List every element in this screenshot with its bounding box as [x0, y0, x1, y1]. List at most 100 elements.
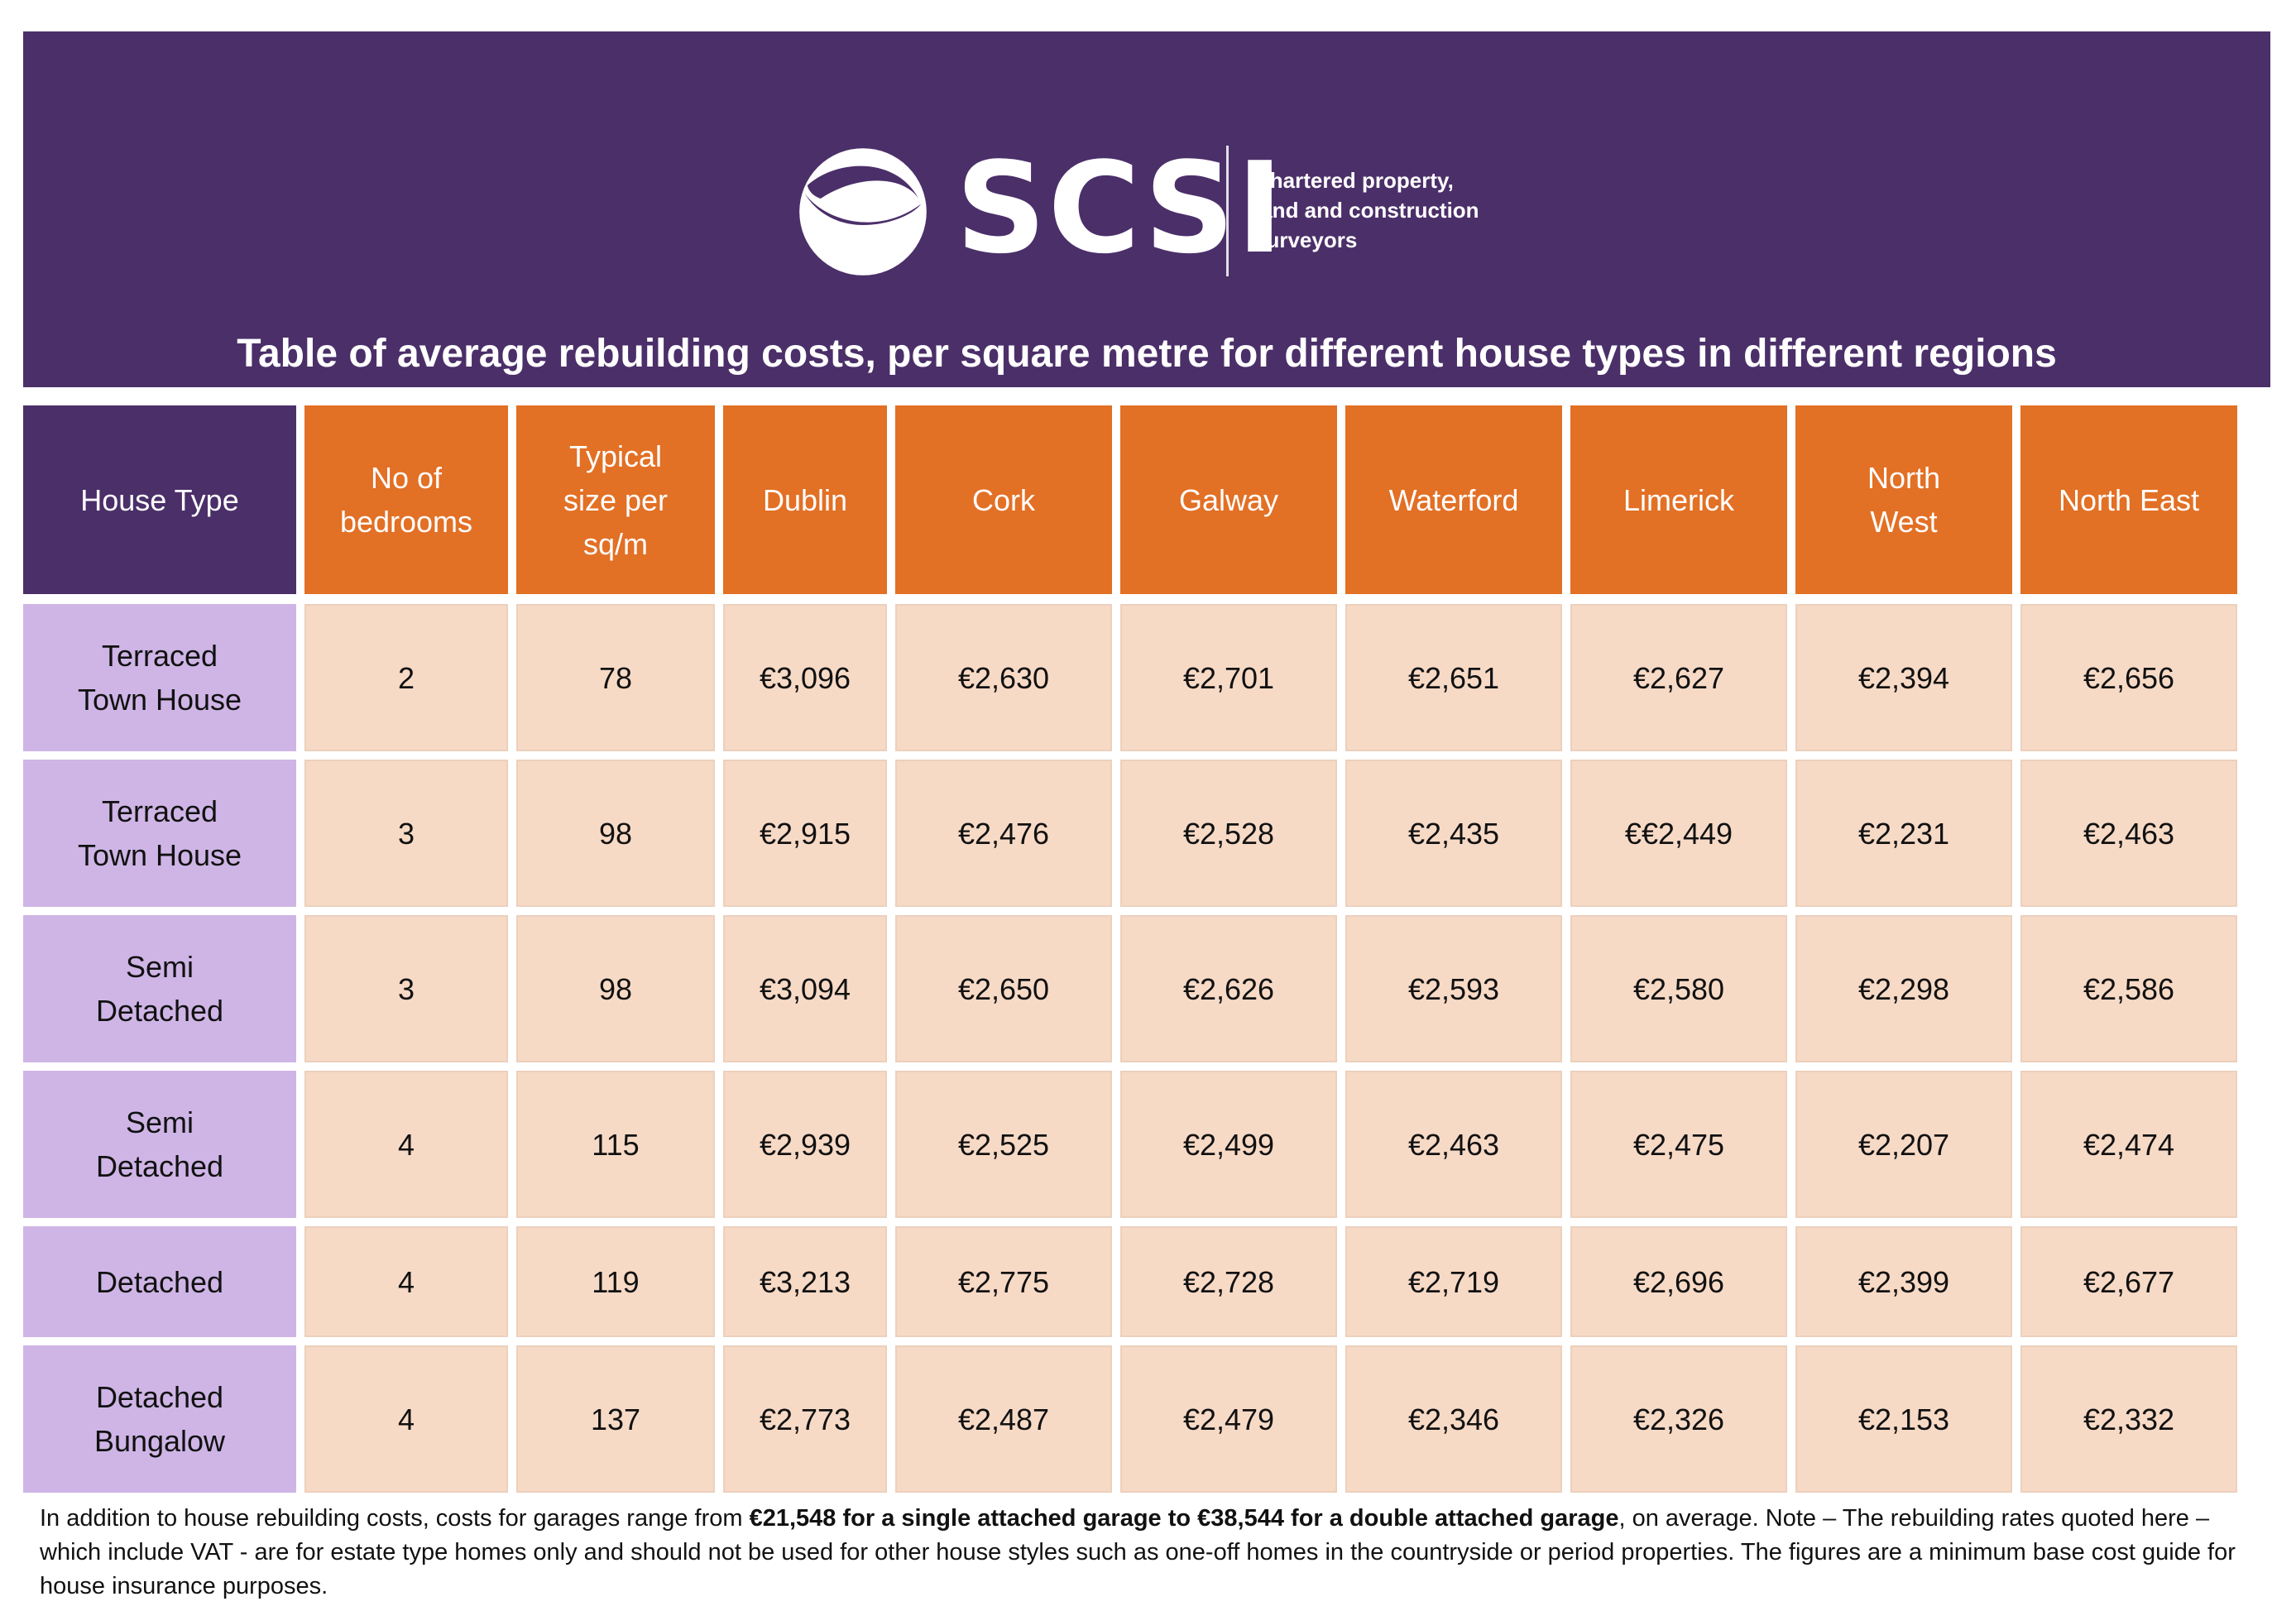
cost-cell: €2,696	[1570, 1226, 1787, 1337]
cost-cell: €2,586	[2020, 915, 2237, 1062]
column-header-text: Dublin	[762, 482, 848, 517]
footnote-bold-text: €21,548 for a single attached garage to …	[749, 1505, 1619, 1532]
cost-cell: €2,479	[1120, 1345, 1337, 1493]
column-header: North East	[2020, 405, 2237, 594]
column-header-text: Limerick	[1623, 482, 1734, 517]
cost-cell: €2,719	[1345, 1226, 1562, 1337]
cost-cell: €2,463	[2020, 760, 2237, 907]
house-type-cell-text: Bungalow	[93, 1424, 226, 1458]
house-type-cell: Terraced Town House	[23, 760, 296, 907]
column-header-text: size per	[563, 482, 669, 517]
house-type-cell-text: Semi	[125, 1105, 194, 1139]
column-header: Limerick	[1570, 405, 1787, 594]
column-header: North West	[1795, 405, 2012, 594]
cost-cell: €2,939	[723, 1071, 887, 1218]
column-header-text: bedrooms	[339, 505, 473, 539]
house-type-cell: Semi Detached	[23, 1071, 296, 1218]
cost-cell: €2,298	[1795, 915, 2012, 1062]
size-cell: 119	[516, 1226, 715, 1337]
column-header: Waterford	[1345, 405, 1562, 594]
cost-cell: €2,525	[895, 1071, 1112, 1218]
bedrooms-cell: 4	[304, 1071, 508, 1218]
column-header: Dublin	[723, 405, 887, 594]
size-cell: 98	[516, 760, 715, 907]
cost-cell: €2,650	[895, 915, 1112, 1062]
column-header-text: No of	[370, 461, 443, 495]
cost-cell: €3,213	[723, 1226, 887, 1337]
cost-cell: €2,728	[1120, 1226, 1337, 1337]
column-header: No of bedrooms	[304, 405, 508, 594]
tagline-line: Chartered property,	[1254, 168, 1454, 193]
column-header-text: sq/m	[582, 526, 648, 561]
cost-cell: €2,773	[723, 1345, 887, 1493]
cost-cell: €2,626	[1120, 915, 1337, 1062]
cost-cell: €2,346	[1345, 1345, 1562, 1493]
cost-cell: €€2,449	[1570, 760, 1787, 907]
footnote-text: , on average. Note – The rebuilding rate…	[40, 1505, 2236, 1599]
scsi-logo: SCSI Chartered property, land and constr…	[797, 114, 1541, 280]
header-banner: SCSI Chartered property, land and constr…	[23, 31, 2270, 387]
footnote-text: In addition to house rebuilding costs, c…	[40, 1505, 750, 1532]
column-header-text: North	[1867, 461, 1941, 495]
house-type-cell: Detached Bungalow	[23, 1345, 296, 1493]
house-type-cell: Detached	[23, 1226, 296, 1337]
footnote: In addition to house rebuilding costs, c…	[40, 1502, 2274, 1604]
cost-cell: €3,096	[723, 604, 887, 751]
cost-cell: €2,775	[895, 1226, 1112, 1337]
column-header: Typical size per sq/m	[516, 405, 715, 594]
house-type-cell-text: Terraced	[101, 794, 218, 828]
column-header-text: House Type	[80, 482, 239, 517]
cost-cell: €2,915	[723, 760, 887, 907]
cost-cell: €2,487	[895, 1345, 1112, 1493]
house-type-cell-text: Detached	[95, 994, 224, 1028]
cost-cell: €2,394	[1795, 604, 2012, 751]
cost-cell: €2,474	[2020, 1071, 2237, 1218]
cost-cell: €3,094	[723, 915, 887, 1062]
bedrooms-cell: 4	[304, 1226, 508, 1337]
cost-cell: €2,463	[1345, 1071, 1562, 1218]
size-cell: 137	[516, 1345, 715, 1493]
cost-cell: €2,651	[1345, 604, 1562, 751]
cost-cell: €2,499	[1120, 1071, 1337, 1218]
house-type-cell-text: Detached	[95, 1264, 224, 1299]
cost-cell: €2,231	[1795, 760, 2012, 907]
house-type-cell-text: Detached	[95, 1149, 224, 1183]
column-header: Cork	[895, 405, 1112, 594]
cost-cell: €2,656	[2020, 604, 2237, 751]
cost-cell: €2,399	[1795, 1226, 2012, 1337]
house-type-cell-text: Detached	[95, 1380, 224, 1414]
logo-divider	[1226, 146, 1229, 276]
column-header-text: Galway	[1178, 482, 1279, 517]
size-cell: 78	[516, 604, 715, 751]
bedrooms-cell: 4	[304, 1345, 508, 1493]
scsi-globe-icon	[799, 148, 927, 276]
cost-cell: €2,435	[1345, 760, 1562, 907]
size-cell: 115	[516, 1071, 715, 1218]
logo-tagline: Chartered property, land and constructio…	[1254, 165, 1536, 255]
cost-cell: €2,627	[1570, 604, 1787, 751]
cost-cell: €2,332	[2020, 1345, 2237, 1493]
cost-cell: €2,476	[895, 760, 1112, 907]
house-type-cell-text: Semi	[125, 950, 194, 984]
cost-cell: €2,701	[1120, 604, 1337, 751]
cost-cell: €2,207	[1795, 1071, 2012, 1218]
cost-cell: €2,677	[2020, 1226, 2237, 1337]
house-type-cell-text: Terraced	[101, 639, 218, 673]
cost-cell: €2,630	[895, 604, 1112, 751]
column-header: House Type	[23, 405, 296, 594]
column-header-text: Waterford	[1388, 482, 1519, 517]
column-header: Galway	[1120, 405, 1337, 594]
page-title: Table of average rebuilding costs, per s…	[237, 332, 2057, 376]
cost-cell: €2,326	[1570, 1345, 1787, 1493]
column-header-text: Cork	[971, 482, 1035, 517]
column-header-text: Typical	[568, 439, 663, 473]
cost-cell: €2,580	[1570, 915, 1787, 1062]
house-type-cell-text: Town House	[77, 838, 242, 872]
cost-cell: €2,593	[1345, 915, 1562, 1062]
house-type-cell-text: Town House	[77, 683, 242, 717]
bedrooms-cell: 2	[304, 604, 508, 751]
column-header-text: North East	[2058, 482, 2200, 517]
bedrooms-cell: 3	[304, 915, 508, 1062]
house-type-cell: Terraced Town House	[23, 604, 296, 751]
house-type-cell: Semi Detached	[23, 915, 296, 1062]
